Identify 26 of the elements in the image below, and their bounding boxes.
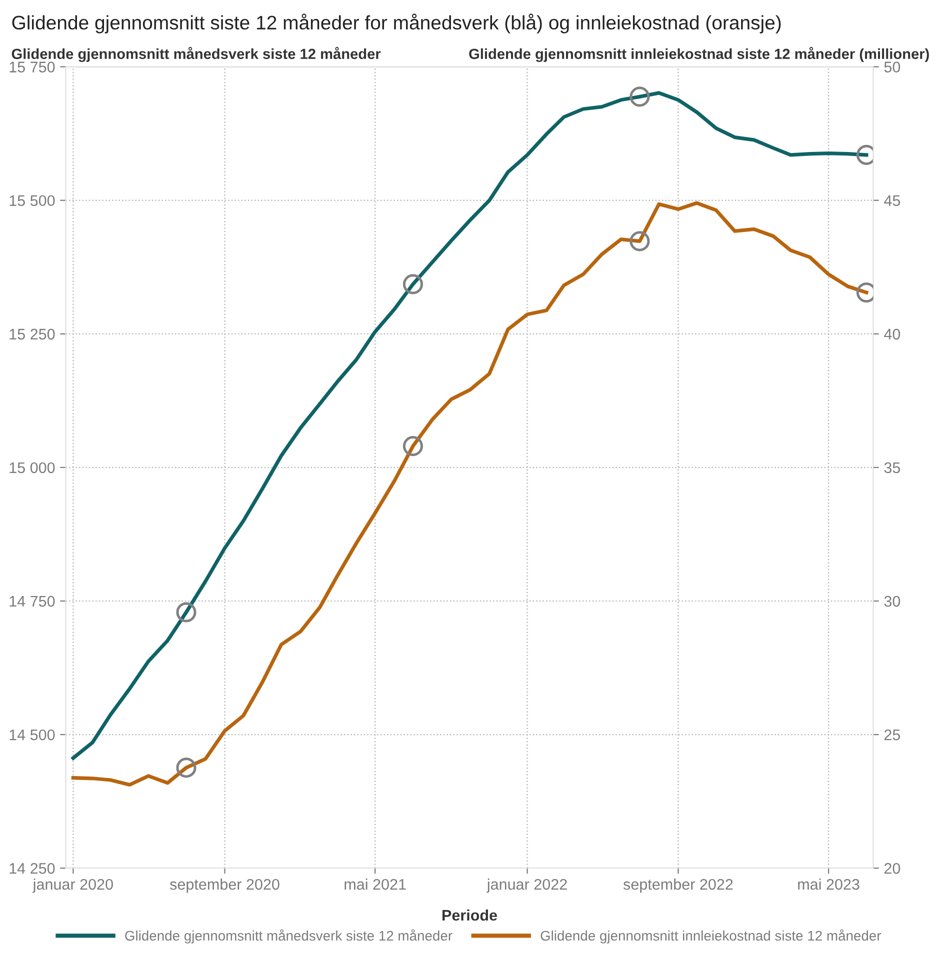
y-tick-label: 14 500 xyxy=(10,729,55,740)
y2-tick-label: 20 xyxy=(884,863,900,874)
x-tick-label: mai 2021 xyxy=(344,878,406,890)
y-tick-label: 14 250 xyxy=(10,863,55,874)
y2-axis-title: Glidende gjennomsnitt innleiekostnad siste 12 måneder (millioner) xyxy=(469,46,929,62)
y2-tick-label: 40 xyxy=(884,328,900,340)
legend-label: Glidende gjennomsnitt innleiekostnad siste 12 måneder xyxy=(540,929,882,944)
y-tick-label: 15 000 xyxy=(10,462,55,474)
y2-tick-label: 45 xyxy=(884,195,900,206)
chart-title: Glidende gjennomsnitt siste 12 måneder for månedsverk (blå) og innleiekostnad (oransje) xyxy=(12,14,781,34)
y-tick-label: 15 250 xyxy=(10,328,55,340)
y2-tick-label: 30 xyxy=(884,596,900,607)
x-tick-label: september 2020 xyxy=(170,878,280,893)
x-tick-label: januar 2022 xyxy=(486,878,567,893)
y-axis-title: Glidende gjennomsnitt månedsverk siste 12 måneder xyxy=(12,46,381,62)
x-tick-label: september 2022 xyxy=(623,878,733,893)
x-tick-label: januar 2020 xyxy=(32,878,113,893)
y-tick-label: 15 750 xyxy=(10,62,55,72)
x-axis-title: Periode xyxy=(442,909,497,921)
legend-label: Glidende gjennomsnitt månedsverk siste 12 måneder xyxy=(125,929,452,944)
y2-tick-label: 50 xyxy=(884,62,900,72)
y-tick-label: 14 750 xyxy=(10,596,55,607)
x-tick-label: mai 2023 xyxy=(798,878,860,890)
y-tick-label: 15 500 xyxy=(10,195,55,206)
y2-tick-label: 35 xyxy=(884,462,900,474)
y2-tick-label: 25 xyxy=(884,729,900,740)
